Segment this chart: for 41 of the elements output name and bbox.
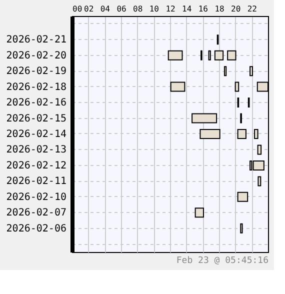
y-tick-label: 2026-02-16	[6, 98, 66, 109]
bar	[168, 50, 183, 60]
x-tick-label: 10	[149, 4, 160, 14]
y-tick-label: 2026-02-13	[6, 144, 66, 156]
x-tick-label: 12	[166, 4, 176, 14]
y-tick-label: 2026-02-19	[6, 66, 66, 78]
y-tick-label: 2026-02-21	[6, 34, 66, 46]
y-tick-label: 2026-02-18	[6, 82, 66, 93]
y-tick-label: 2026-02-12	[6, 160, 66, 172]
bar	[252, 160, 264, 170]
x-tick-label: 06	[116, 4, 126, 14]
y-tick-label: 2026-02-11	[6, 176, 66, 188]
x-tick-label: 18	[214, 4, 224, 14]
bar	[250, 66, 253, 76]
y-tick-label: 2026-02-14	[6, 129, 66, 140]
y-tick-label: 2026-02-10	[6, 192, 66, 203]
bar	[170, 82, 186, 92]
x-tick-label: 22	[247, 4, 258, 14]
bar	[237, 192, 248, 202]
bar	[254, 129, 258, 139]
x-tick-label: 04	[100, 4, 110, 14]
bar	[234, 82, 240, 92]
x-tick-label: 02	[84, 4, 94, 14]
bar	[258, 176, 262, 186]
bar	[194, 208, 204, 218]
y-tick-label: 2026-02-07	[6, 208, 66, 219]
bar	[257, 144, 262, 155]
bar	[237, 129, 246, 139]
bar	[200, 129, 220, 139]
x-tick-label: 16	[198, 4, 208, 14]
x-tick-label: 00	[72, 4, 82, 14]
text: Feb 23 @ 05:45:16	[176, 256, 268, 266]
x-tick-label: 20	[231, 4, 241, 14]
y-tick-label: 2026-02-06	[6, 223, 66, 234]
x-tick-label: 14	[182, 4, 192, 14]
bar	[192, 113, 218, 124]
x-tick-label: 08	[133, 4, 143, 14]
y-tick-label: 2026-02-20	[6, 50, 66, 62]
y-tick-label: 2026-02-15	[6, 113, 66, 124]
bar	[214, 50, 224, 60]
bar	[227, 50, 236, 60]
